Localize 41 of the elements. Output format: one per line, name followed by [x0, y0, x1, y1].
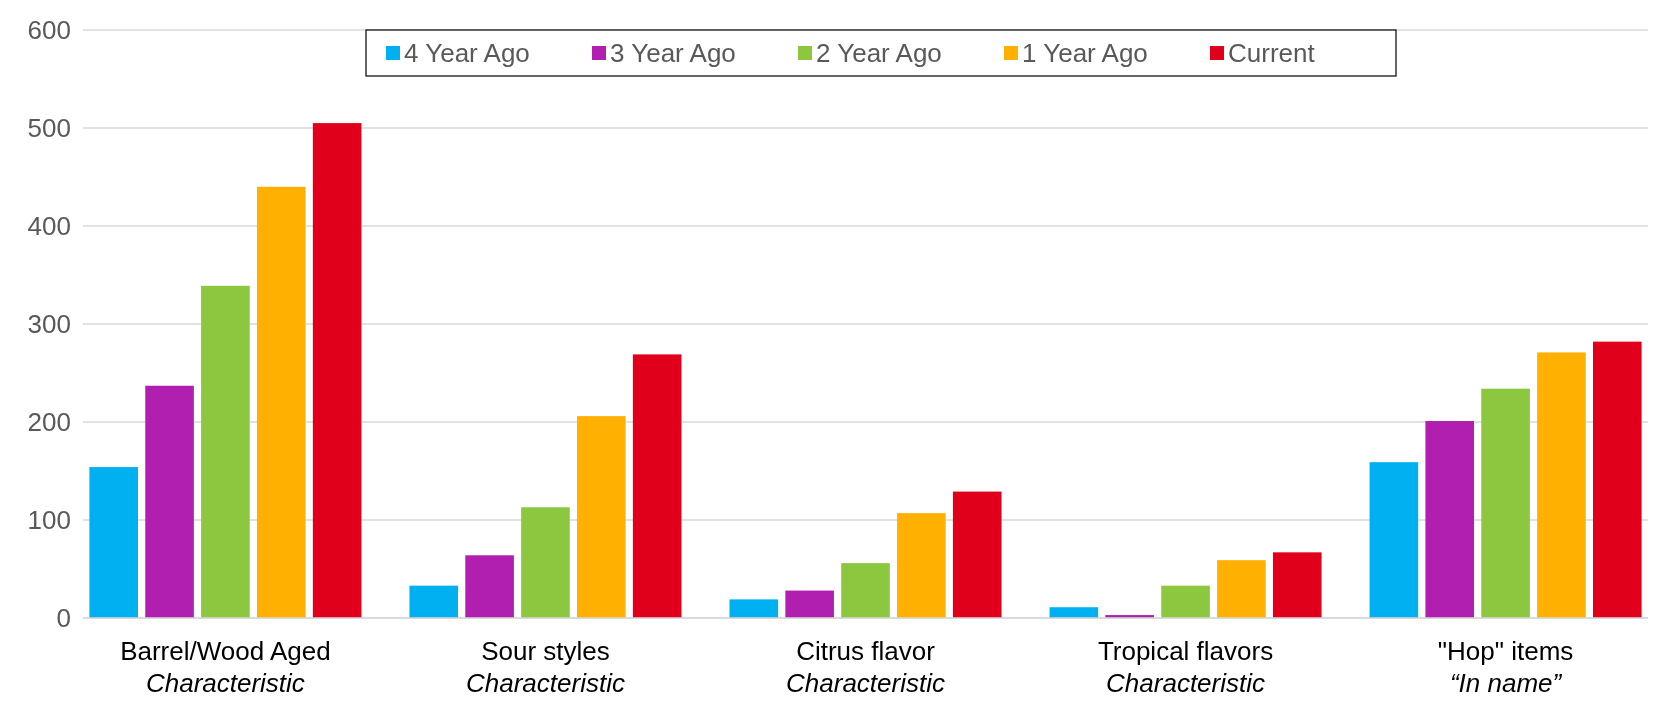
bar	[201, 285, 250, 618]
bar	[1369, 462, 1419, 618]
bar	[632, 354, 682, 618]
bar	[729, 599, 779, 618]
bar	[89, 467, 138, 618]
bar	[785, 590, 834, 618]
bar	[1537, 352, 1586, 618]
bar	[256, 186, 306, 618]
bar	[1049, 607, 1099, 618]
y-tick-label: 100	[27, 505, 71, 536]
x-tick-label: Sour styles Characteristic	[465, 636, 625, 698]
bar	[841, 563, 890, 618]
bar	[897, 513, 946, 618]
bar	[409, 585, 459, 618]
x-tick-label: "Hop" items “In name”	[1437, 636, 1574, 698]
bar	[521, 507, 570, 618]
y-tick-label: 400	[27, 211, 71, 242]
legend-label: Current	[1228, 38, 1316, 69]
legend-label: 3 Year Ago	[610, 38, 736, 69]
y-tick-label: 0	[56, 603, 71, 634]
bar	[465, 555, 514, 618]
y-tick-label: 600	[27, 15, 71, 46]
y-tick-label: 500	[27, 113, 71, 144]
x-tick-label: Citrus flavor Characteristic	[786, 636, 945, 698]
bar	[1161, 585, 1210, 618]
bar	[952, 491, 1002, 618]
legend-label: 2 Year Ago	[816, 38, 942, 69]
bar	[1481, 388, 1530, 618]
x-tick-label: Tropical flavors Characteristic	[1097, 636, 1274, 698]
legend-label: 1 Year Ago	[1022, 38, 1148, 69]
y-tick-label: 200	[27, 407, 71, 438]
legend-label: 4 Year Ago	[404, 38, 530, 69]
y-tick-label: 300	[27, 309, 71, 340]
bar	[1593, 341, 1642, 618]
bar	[1272, 552, 1322, 618]
bar	[1217, 560, 1266, 618]
bar	[312, 123, 362, 618]
bar	[577, 416, 626, 618]
bar	[145, 385, 194, 618]
bar	[1425, 421, 1475, 618]
x-tick-label: Barrel/Wood Aged Characteristic	[120, 636, 331, 698]
